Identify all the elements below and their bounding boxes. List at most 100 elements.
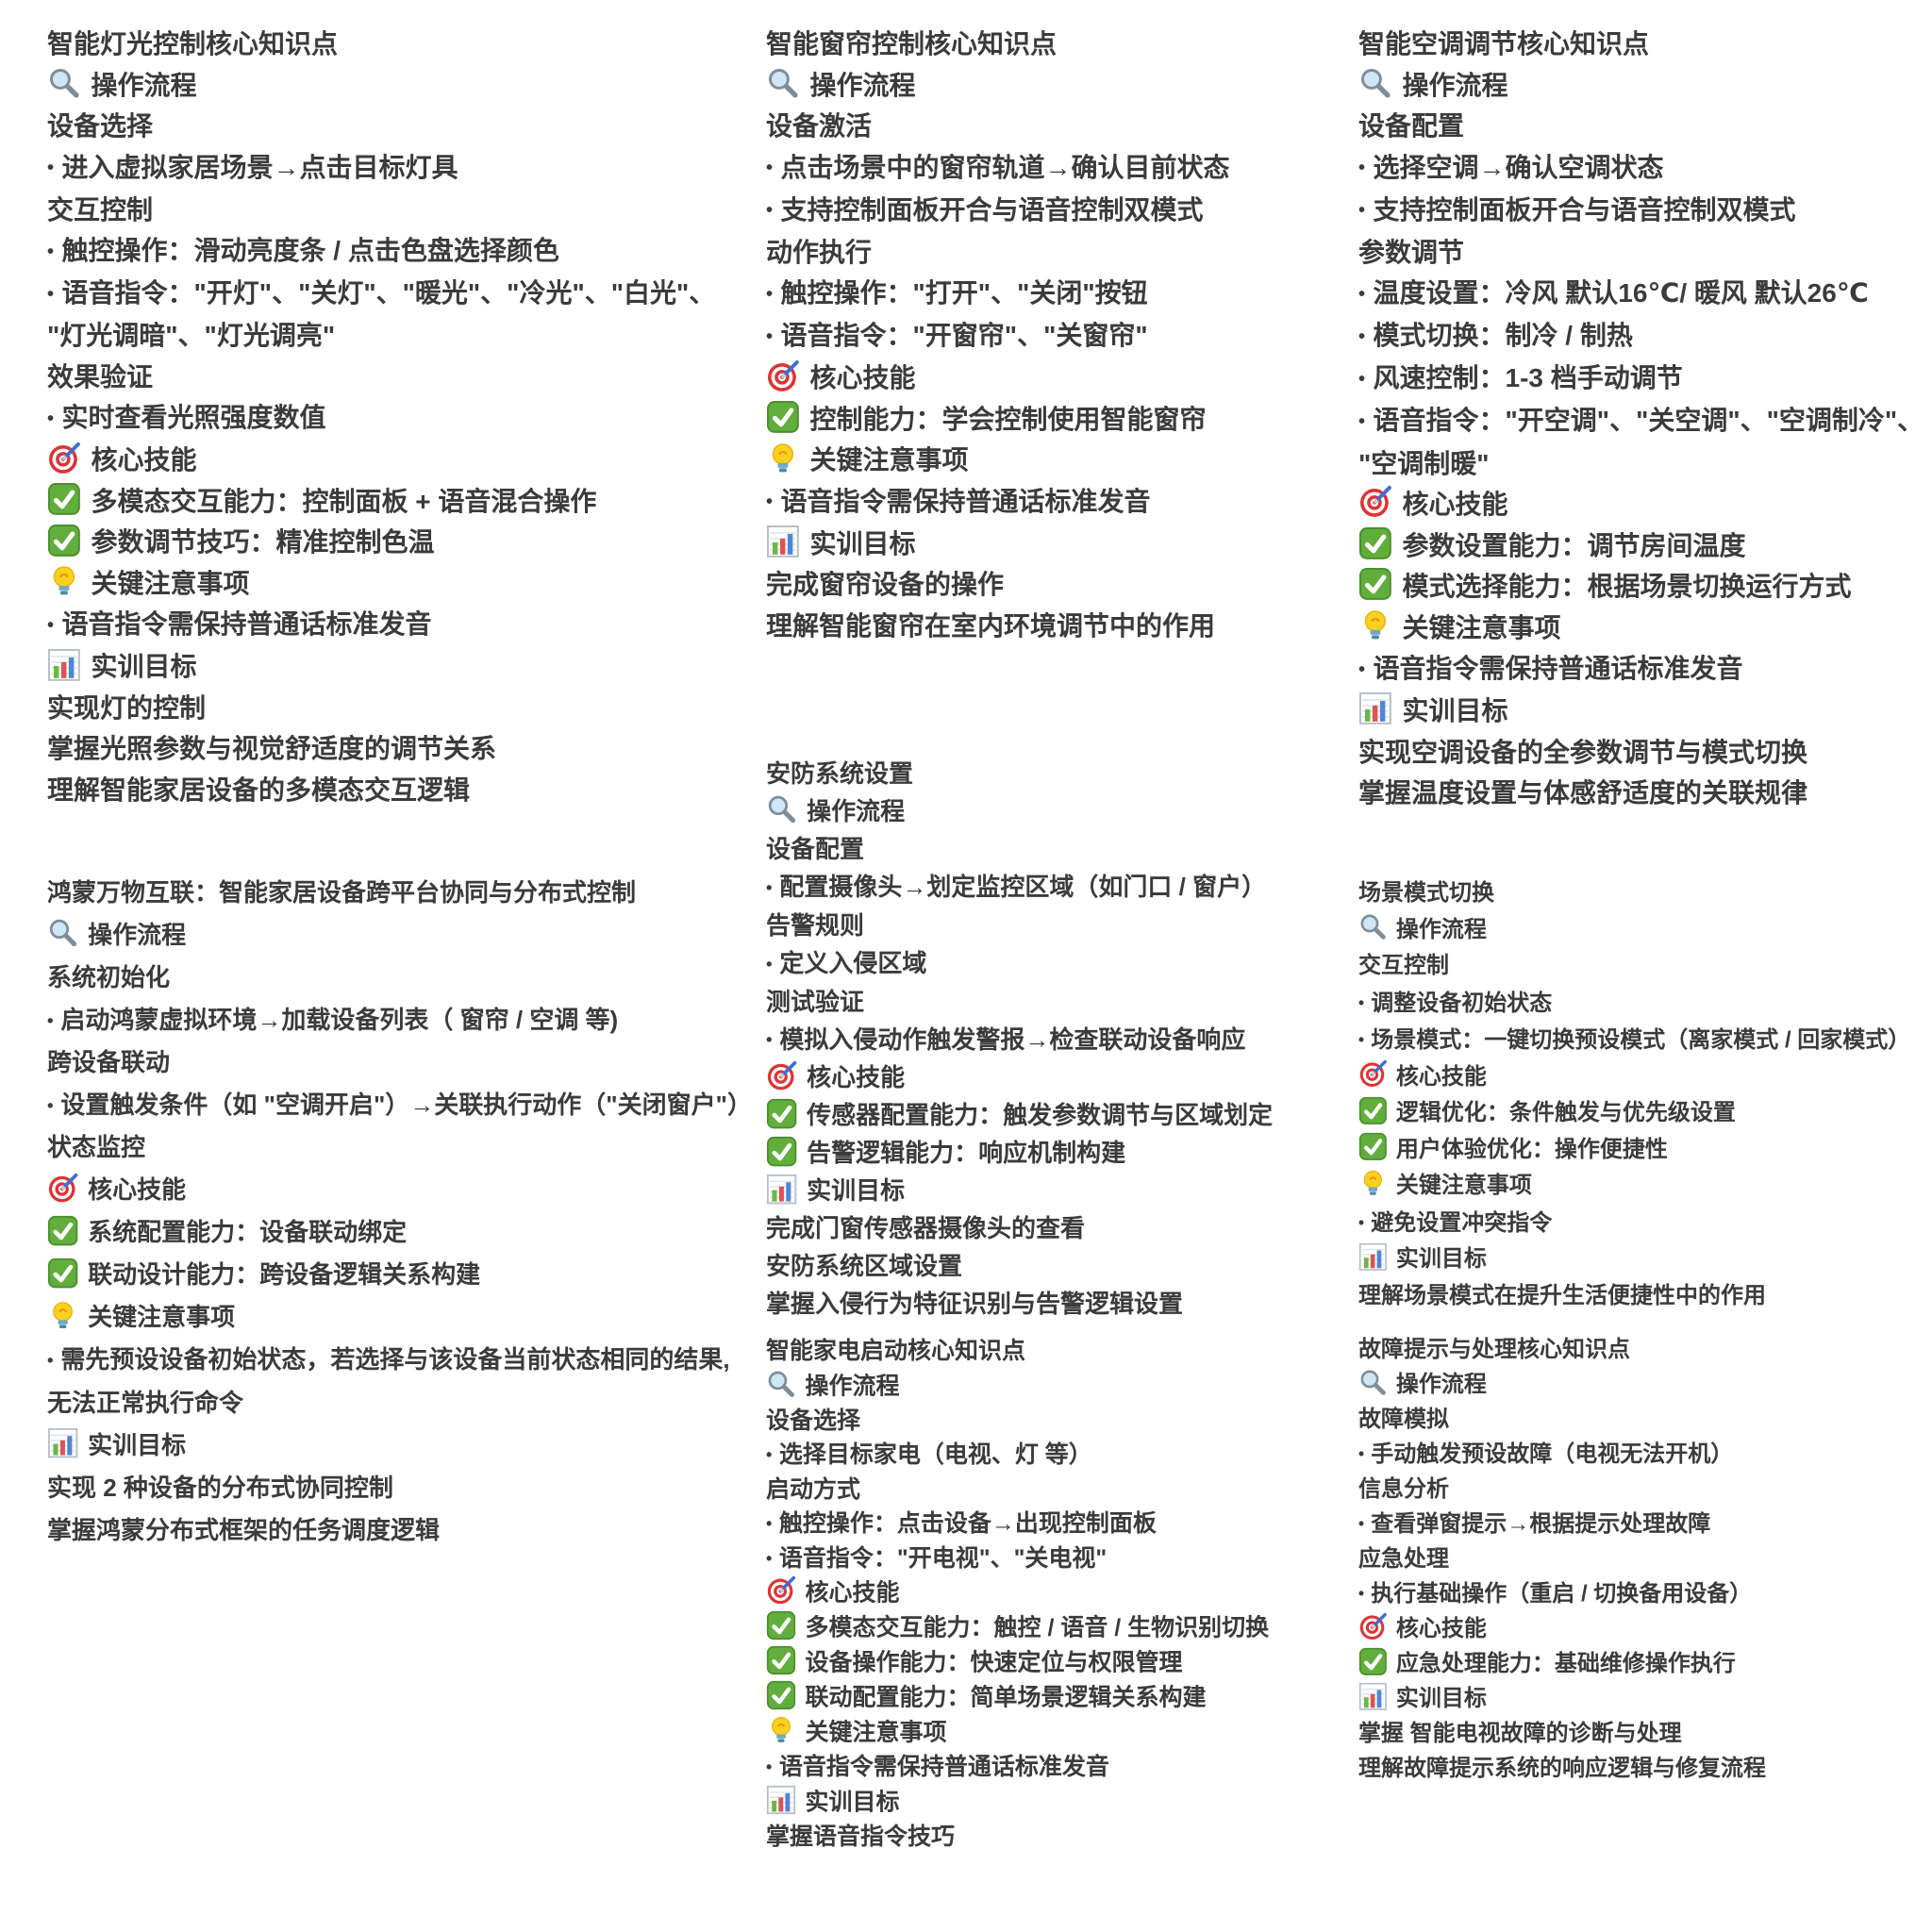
line-text: 智能灯光控制核心知识点: [47, 29, 339, 58]
bullet-dot: •: [766, 1548, 773, 1568]
text-line: 掌握光照参数与视觉舒适度的调节关系: [47, 728, 715, 770]
line-text: 交互控制: [47, 194, 154, 225]
line-text: 传感器配置能力：触发参数调节与区域划定: [807, 1101, 1274, 1130]
line-text: 模拟入侵动作触发警报→检查联动设备响应: [779, 1024, 1246, 1054]
line-text: 多模态交互能力：触控 / 语音 / 生物识别切换: [805, 1614, 1270, 1641]
section-title: 鸿蒙万物互联：智能家居设备跨平台协同与分布式控制: [47, 872, 752, 914]
line-text: 参数调节: [1358, 237, 1465, 267]
line-text: 设备配置: [1358, 111, 1465, 141]
line-text: 触控操作：点击设备→出现控制面板: [778, 1510, 1157, 1538]
line-text: 核心技能: [807, 1063, 906, 1092]
line-text: 设置触发条件（如 "空调开启"）→关联执行动作（"关闭窗户"）: [60, 1091, 752, 1120]
bullet-dot: •: [766, 325, 774, 347]
line-text: 掌握温度设置与体感舒适度的关联规律: [1358, 778, 1808, 808]
check-icon: [766, 1098, 797, 1129]
line-text: 故障提示与处理核心知识点: [1358, 1337, 1630, 1362]
section-harmonyos-interconnect: 鸿蒙万物互联：智能家居设备跨平台协同与分布式控制 操作流程 系统初始化 • 启动鸿蒙虚拟…: [47, 872, 752, 1552]
bullet-dot: •: [766, 200, 774, 222]
heading-line: 参数调节技巧：精准控制色温: [47, 522, 715, 563]
line-text: 核心技能: [1402, 490, 1508, 520]
bullet-line: • 选择空调→确认空调状态: [1358, 147, 1924, 190]
bullet-line: • 语音指令："开窗帘"、"关窗帘": [766, 315, 1230, 358]
bullet-dot: •: [1358, 411, 1366, 433]
heading-line: 操作流程: [766, 65, 1230, 107]
bullet-dot: •: [1358, 658, 1366, 680]
text-line: 理解智能家居设备的多模态交互逻辑: [47, 770, 715, 811]
line-text: 理解场景模式在提升生活便捷性中的作用: [1358, 1282, 1766, 1308]
bullet-dot: •: [47, 241, 55, 262]
check-icon: [1358, 1132, 1388, 1161]
line-text: 联动设计能力：跨设备逻辑关系构建: [88, 1260, 481, 1290]
section-title: 安防系统设置: [766, 755, 1273, 792]
bullet-line: • 进入虚拟家居场景→点击目标灯具: [47, 147, 715, 190]
line-text: 鸿蒙万物互联：智能家居设备跨平台协同与分布式控制: [47, 878, 637, 907]
line-text: 完成窗帘设备的操作: [766, 570, 1005, 600]
chart-icon: [766, 525, 800, 558]
heading-line: 关键注意事项: [47, 1296, 752, 1339]
heading-line: 操作流程: [1358, 1367, 1766, 1402]
bullet-line: • 温度设置：冷风 默认16℃/ 暖风 默认26℃: [1358, 273, 1924, 315]
bullet-dot: •: [1358, 325, 1366, 347]
heading-line: 传感器配置能力：触发参数调节与区域划定: [766, 1096, 1273, 1134]
heading-line: 模式选择能力：根据场景切换运行方式: [1358, 566, 1924, 608]
line-text: 操作流程: [88, 921, 187, 949]
line-text: 理解故障提示系统的响应逻辑与修复流程: [1358, 1756, 1766, 1782]
bullet-dot: •: [47, 614, 55, 636]
line-text: 启动鸿蒙虚拟环境→加载设备列表（ 窗帘 / 空调 等): [60, 1006, 619, 1035]
search-icon: [47, 66, 81, 100]
line-text: 关键注意事项: [91, 568, 250, 598]
bullet-line: • 语音指令需保持普通话标准发音: [766, 1750, 1269, 1785]
line-text: 系统初始化: [47, 963, 171, 991]
heading-line: 关键注意事项: [47, 563, 715, 605]
line-text: 核心技能: [1395, 1063, 1487, 1090]
line-text: 模式切换：制冷 / 制热: [1373, 321, 1633, 351]
text-line: 掌握 智能电视故障的诊断与处理: [1358, 1716, 1766, 1751]
bullet-dot: •: [766, 1757, 773, 1777]
target-icon: [766, 1060, 797, 1091]
line-text: 系统配置能力：设备联动绑定: [88, 1218, 408, 1247]
bullet-dot: •: [766, 1514, 773, 1534]
text-line: 动作执行: [766, 232, 1230, 274]
heading-line: 实训目标: [1358, 691, 1924, 732]
bullet-dot: •: [1358, 158, 1366, 179]
bullet-line: • 语音指令："开空调"、"关空调"、"空调制冷"、: [1358, 400, 1924, 442]
line-text: 交互控制: [1358, 953, 1449, 978]
line-text: 理解智能家居设备的多模态交互逻辑: [47, 774, 471, 805]
line-text: 关键注意事项: [88, 1303, 236, 1332]
line-text: 风速控制：1-3 档手动调节: [1373, 363, 1683, 393]
heading-line: 实训目标: [766, 1172, 1273, 1209]
line-text: 实训目标: [807, 1176, 906, 1206]
check-icon: [766, 1136, 797, 1167]
text-line: 设备激活: [766, 106, 1230, 147]
line-text: 语音指令需保持普通话标准发音: [780, 486, 1151, 516]
line-text: 选择目标家电（电视、灯 等）: [778, 1441, 1092, 1469]
section-smart-lighting: 智能灯光控制核心知识点 操作流程 设备选择 • 进入虚拟家居场景→点击目标灯具 交互控制 •…: [47, 24, 715, 810]
line-text: 操作流程: [805, 1373, 900, 1399]
text-line: 告警规则: [766, 907, 1273, 944]
line-text: 关键注意事项: [805, 1719, 947, 1746]
bullet-line: • 避免设置冲突指令: [1358, 1205, 1910, 1242]
heading-line: 多模态交互能力：控制面板 + 语音混合操作: [47, 481, 715, 523]
line-text: 设备激活: [766, 111, 873, 141]
search-icon: [1358, 912, 1388, 941]
line-text: 跨设备联动: [47, 1048, 171, 1077]
bullet-dot: •: [47, 283, 55, 305]
chart-icon: [47, 648, 81, 682]
text-line: 设备选择: [766, 1404, 1269, 1439]
heading-line: 实训目标: [1358, 1241, 1910, 1278]
line-text: 实现灯的控制: [47, 692, 207, 723]
line-text: 设备选择: [766, 1407, 861, 1434]
section-smart-curtain: 智能窗帘控制核心知识点 操作流程 设备激活 • 点击场景中的窗帘轨道→确认目前状态 • 支持…: [766, 24, 1230, 646]
bullet-line: • 语音指令需保持普通话标准发音: [766, 481, 1230, 524]
search-icon: [47, 917, 78, 948]
check-icon: [1358, 526, 1392, 560]
line-text: 模式选择能力：根据场景切换运行方式: [1402, 572, 1852, 602]
heading-line: 多模态交互能力：触控 / 语音 / 生物识别切换: [766, 1610, 1269, 1645]
line-text: 关键注意事项: [809, 445, 969, 475]
target-icon: [47, 441, 81, 475]
text-line: 参数调节: [1358, 232, 1924, 274]
line-text: 多模态交互能力：控制面板 + 语音混合操作: [91, 486, 597, 516]
line-text: 操作流程: [1395, 916, 1487, 942]
section-security-system: 安防系统设置 操作流程 设备配置 • 配置摄像头→划定监控区域（如门口 / 窗户） 告警规…: [766, 755, 1273, 1323]
line-text: 智能空调调节核心知识点: [1358, 29, 1650, 58]
